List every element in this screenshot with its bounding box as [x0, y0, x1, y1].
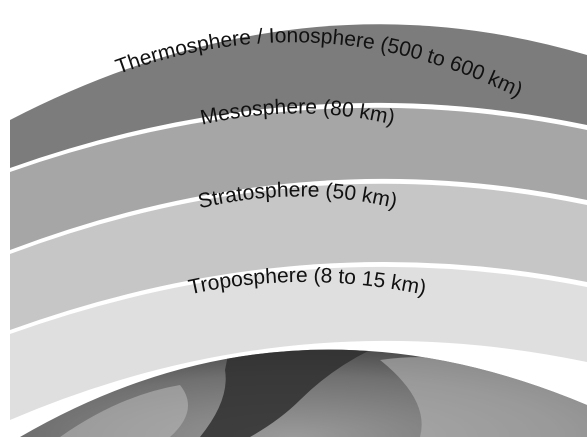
earth-landmass — [200, 349, 370, 437]
earth-landmass — [380, 357, 587, 437]
earth-landmass — [60, 385, 188, 437]
